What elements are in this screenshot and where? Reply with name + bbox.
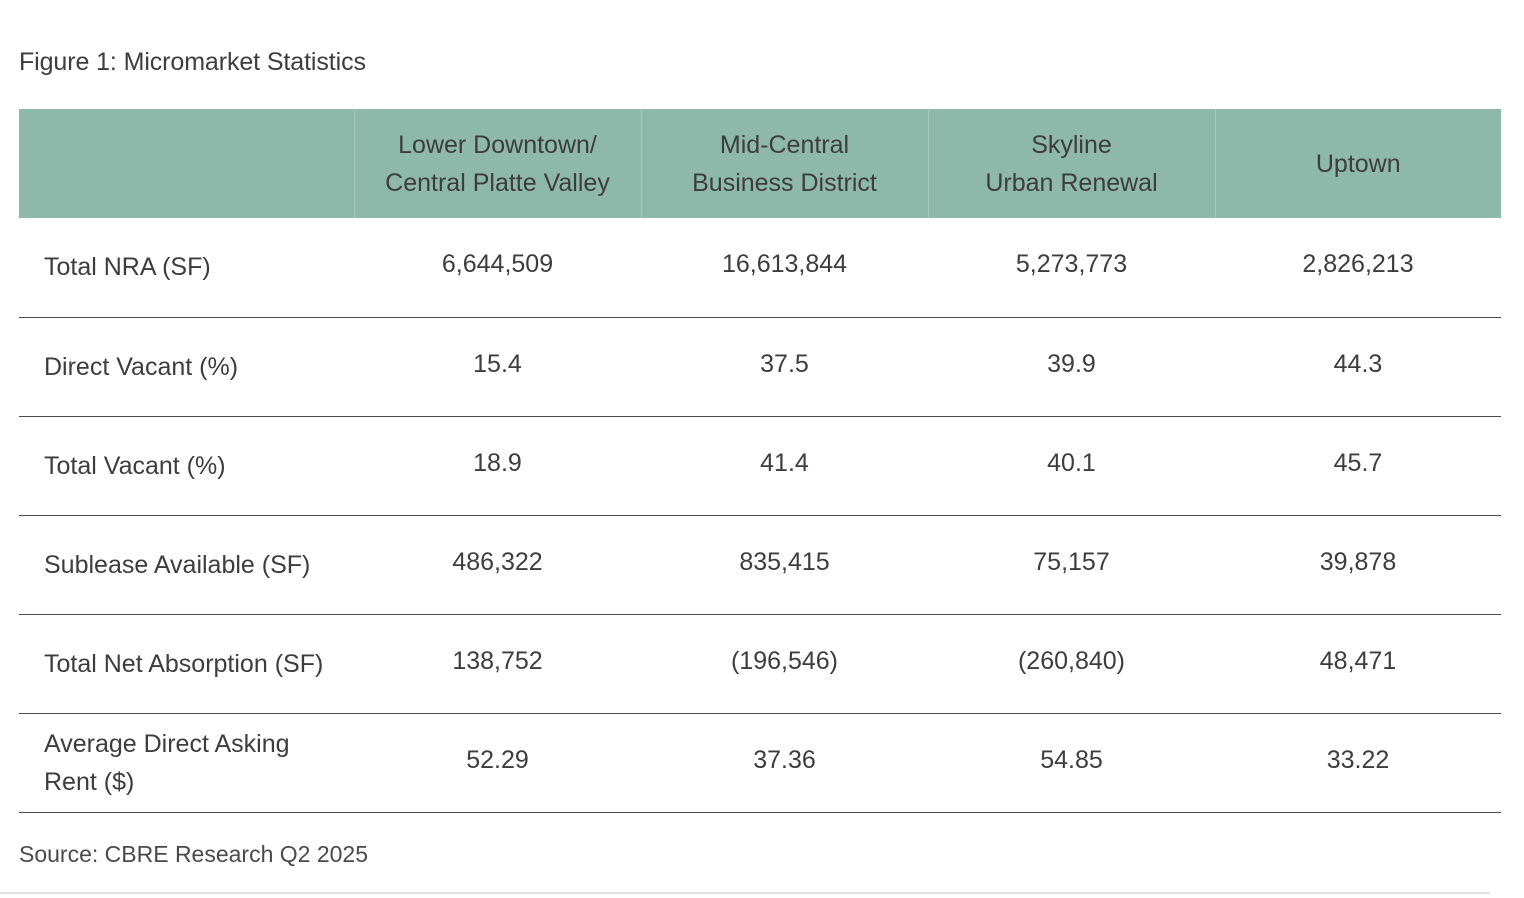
table-cell: 54.85 [928, 713, 1215, 813]
header-line: Uptown [1315, 149, 1401, 178]
table-cell: (260,840) [928, 614, 1215, 714]
table-row: Direct Vacant (%) 15.4 37.5 39.9 44.3 [19, 317, 1501, 417]
table-cell: 44.3 [1215, 317, 1501, 417]
header-cell-uptown: Uptown [1214, 109, 1501, 218]
table-cell: 48,471 [1215, 614, 1501, 714]
table-cell: 2,826,213 [1215, 218, 1501, 318]
row-label: Sublease Available (SF) [19, 515, 354, 615]
source-note: Source: CBRE Research Q2 2025 [19, 841, 369, 867]
table-cell: 75,157 [928, 515, 1215, 615]
row-label: Direct Vacant (%) [19, 317, 354, 417]
row-label: Average Direct Asking Rent ($) [19, 713, 354, 813]
table-row: Total Net Absorption (SF) 138,752 (196,5… [19, 614, 1501, 714]
table-cell: 33.22 [1215, 713, 1501, 813]
header-cell-lodo-cpv: Lower Downtown/ Central Platte Valley [353, 109, 641, 218]
header-cell-skyline: Skyline Urban Renewal [927, 109, 1215, 218]
divider [0, 892, 1490, 894]
header-line: Urban Renewal [985, 168, 1158, 197]
table-cell: 41.4 [641, 416, 928, 516]
table-cell: 5,273,773 [928, 218, 1215, 318]
header-line: Business District [692, 168, 877, 197]
row-label: Total Net Absorption (SF) [19, 614, 354, 714]
row-label: Total NRA (SF) [19, 218, 354, 318]
table-cell: 138,752 [354, 614, 641, 714]
table-row: Total NRA (SF) 6,644,509 16,613,844 5,27… [19, 218, 1501, 318]
header-line: Skyline [1031, 130, 1112, 159]
micromarket-statistics-table: Lower Downtown/ Central Platte Valley Mi… [19, 109, 1501, 813]
table-row: Average Direct Asking Rent ($) 52.29 37.… [19, 713, 1501, 813]
table-cell: 39,878 [1215, 515, 1501, 615]
table-cell: 16,613,844 [641, 218, 928, 318]
header-line: Central Platte Valley [385, 168, 610, 197]
table-cell: 18.9 [354, 416, 641, 516]
table-cell: 37.36 [641, 713, 928, 813]
header-line: Mid-Central [719, 130, 850, 159]
table-cell: 835,415 [641, 515, 928, 615]
figure-title: Figure 1: Micromarket Statistics [19, 48, 366, 76]
header-row: Lower Downtown/ Central Platte Valley Mi… [19, 109, 1501, 218]
table-cell: 45.7 [1215, 416, 1501, 516]
table-cell: 15.4 [354, 317, 641, 417]
table-cell: 6,644,509 [354, 218, 641, 318]
table-cell: 37.5 [641, 317, 928, 417]
table-cell: 52.29 [354, 713, 641, 813]
header-cell-empty [19, 109, 354, 218]
table-cell: (196,546) [641, 614, 928, 714]
header-cell-mid-cbd: Mid-Central Business District [640, 109, 928, 218]
table-row: Sublease Available (SF) 486,322 835,415 … [19, 515, 1501, 615]
table-row: Total Vacant (%) 18.9 41.4 40.1 45.7 [19, 416, 1501, 516]
header-line: Lower Downtown/ [398, 130, 597, 159]
table-cell: 40.1 [928, 416, 1215, 516]
table-cell: 39.9 [928, 317, 1215, 417]
row-label: Total Vacant (%) [19, 416, 354, 516]
table-cell: 486,322 [354, 515, 641, 615]
